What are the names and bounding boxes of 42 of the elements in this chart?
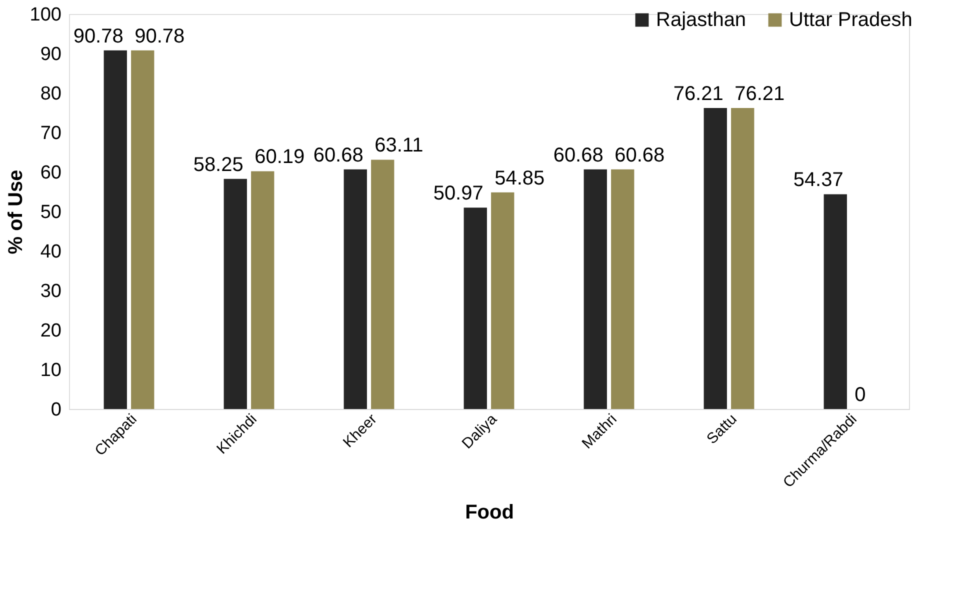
data-label: 0	[854, 384, 866, 406]
y-axis-title: % of Use	[4, 170, 27, 254]
x-axis-title: Food	[465, 501, 514, 524]
data-label: 54.85	[494, 167, 545, 190]
legend-label: Uttar Pradesh	[789, 9, 912, 31]
data-label: 60.68	[614, 144, 665, 166]
y-tick-label: 60	[40, 162, 62, 184]
bar	[224, 178, 247, 409]
bar	[371, 160, 394, 409]
bar	[584, 169, 607, 409]
bar	[131, 50, 154, 409]
bar	[731, 108, 754, 409]
y-tick-label: 10	[40, 360, 62, 381]
data-label: 63.11	[374, 134, 424, 157]
y-tick-label: 20	[40, 320, 62, 342]
y-tick-label: 80	[40, 84, 62, 104]
data-label: 50.97	[433, 182, 484, 205]
data-label: 76.21	[673, 82, 724, 105]
y-tick-label: 90	[40, 44, 62, 65]
y-tick-label: 100	[30, 4, 62, 26]
data-label: 60.68	[553, 144, 604, 166]
y-tick-label: 0	[50, 400, 62, 420]
y-tick-label: 70	[40, 123, 62, 144]
bar	[464, 208, 487, 409]
legend-label: Rajasthan	[656, 9, 746, 31]
bar	[491, 192, 514, 409]
y-tick-label: 40	[40, 242, 62, 262]
bar	[824, 194, 847, 409]
bar	[251, 171, 274, 409]
y-tick-label: 50	[40, 202, 62, 223]
data-label: 58.25	[193, 154, 244, 176]
data-label: 54.37	[793, 169, 844, 192]
data-label: 60.68	[313, 144, 364, 166]
bar	[704, 108, 727, 409]
data-label: 60.19	[254, 146, 305, 168]
bar	[611, 169, 634, 409]
bar	[104, 50, 127, 409]
data-label: 90.78	[73, 25, 124, 48]
y-tick-label: 30	[40, 281, 62, 302]
bar	[344, 169, 367, 409]
data-label: 90.78	[134, 25, 185, 48]
data-label: 76.21	[734, 82, 785, 105]
